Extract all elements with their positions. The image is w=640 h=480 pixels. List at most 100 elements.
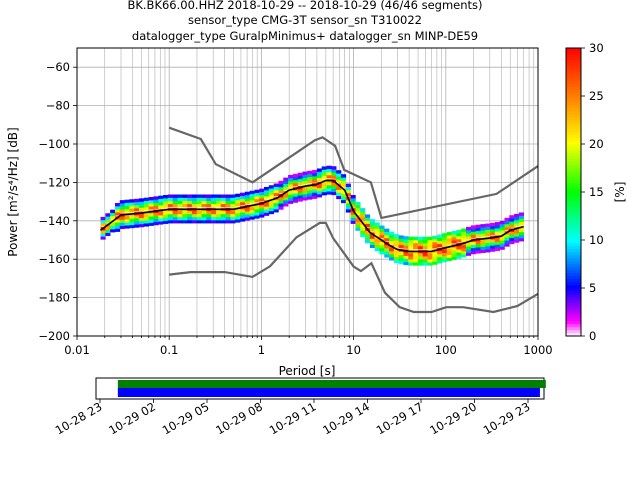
density-cell xyxy=(100,219,106,224)
density-cell xyxy=(182,197,188,201)
density-cell xyxy=(283,200,289,204)
density-cell xyxy=(321,175,327,180)
density-cell xyxy=(278,197,284,201)
density-cell xyxy=(422,236,428,241)
density-cell xyxy=(134,218,140,222)
density-cell xyxy=(297,181,303,186)
density-cell xyxy=(326,188,332,192)
density-cell xyxy=(187,210,193,215)
density-cell xyxy=(172,194,178,198)
density-cell xyxy=(139,204,145,208)
density-cell xyxy=(148,216,154,220)
density-cell xyxy=(288,191,294,195)
density-cell xyxy=(350,198,356,202)
density-cell xyxy=(417,253,424,257)
density-cell xyxy=(432,235,438,240)
colorbar-segment xyxy=(566,276,581,280)
density-cell xyxy=(110,225,116,230)
density-cell xyxy=(230,213,236,218)
density-cell xyxy=(153,196,159,200)
density-cell xyxy=(297,175,303,180)
density-cell xyxy=(264,196,270,200)
density-cell xyxy=(336,195,342,200)
density-cell xyxy=(408,253,414,257)
density-cell xyxy=(158,201,164,206)
colorbar-segment xyxy=(566,60,581,64)
density-cell xyxy=(249,207,255,211)
density-cell xyxy=(215,203,222,208)
density-cell xyxy=(340,177,347,181)
colorbar-segment xyxy=(566,144,581,148)
density-cell xyxy=(403,242,409,246)
density-cell xyxy=(211,210,217,215)
density-cell xyxy=(316,171,323,175)
density-cell xyxy=(278,190,284,194)
density-cell xyxy=(384,228,390,233)
density-cell xyxy=(514,236,520,240)
density-cell xyxy=(230,220,236,224)
density-cell xyxy=(196,216,202,221)
figure-title: BK.BK66.00.HHZ 2018-10-29 -- 2018-10-29 … xyxy=(127,0,482,43)
density-cell xyxy=(177,216,183,221)
density-cell xyxy=(307,170,313,175)
colorbar-segment xyxy=(566,264,581,268)
density-cell xyxy=(191,213,198,218)
density-cell xyxy=(148,219,154,223)
density-cell xyxy=(191,200,198,205)
density-cell xyxy=(230,200,236,205)
density-cell xyxy=(215,210,222,215)
colorbar-segment xyxy=(566,219,581,223)
density-cell xyxy=(206,220,212,224)
density-cell xyxy=(268,194,274,198)
colorbar-segment xyxy=(566,258,581,262)
density-cell xyxy=(509,221,515,225)
density-cell xyxy=(163,211,169,215)
density-cell xyxy=(292,179,299,184)
density-cell xyxy=(514,223,520,227)
density-cell xyxy=(211,220,217,224)
density-cell xyxy=(239,198,246,203)
density-cell xyxy=(326,185,332,189)
density-cell xyxy=(499,230,505,234)
density-cell xyxy=(211,194,217,198)
density-cell xyxy=(490,245,496,249)
density-cell xyxy=(369,225,375,229)
density-cell xyxy=(422,256,428,260)
density-cell xyxy=(480,246,486,250)
colorbar-segment xyxy=(566,123,581,127)
x-tick-label: 0.1 xyxy=(160,343,178,357)
density-cell xyxy=(292,190,299,194)
density-cell xyxy=(374,222,380,226)
density-cell xyxy=(225,210,231,215)
density-cell xyxy=(239,192,246,197)
density-cell xyxy=(470,247,476,252)
density-cell xyxy=(490,239,496,243)
colorbar-segment xyxy=(566,318,581,322)
density-cell xyxy=(432,242,438,246)
density-cell xyxy=(254,198,260,203)
density-cell xyxy=(374,247,380,252)
density-cell xyxy=(480,240,486,244)
density-cell xyxy=(518,215,525,219)
timeline-tick-label: 10-29 17 xyxy=(374,399,426,437)
density-cell xyxy=(163,214,169,218)
density-cell xyxy=(398,241,404,245)
density-cell xyxy=(509,231,515,235)
density-cell xyxy=(307,176,313,181)
density-cell xyxy=(466,252,472,256)
density-cell xyxy=(259,204,265,209)
density-cell xyxy=(100,223,106,227)
density-cell xyxy=(288,200,294,204)
colorbar-segment xyxy=(566,213,581,217)
density-cell xyxy=(201,216,207,221)
density-cell xyxy=(249,193,255,198)
density-cell xyxy=(437,257,443,261)
density-cell xyxy=(393,234,399,238)
density-cell xyxy=(264,209,270,213)
density-cell xyxy=(427,262,433,266)
density-cell xyxy=(475,233,481,238)
density-cell xyxy=(345,186,351,191)
density-cell xyxy=(182,213,188,218)
density-cell xyxy=(509,215,515,219)
colorbar-segment xyxy=(566,327,581,331)
